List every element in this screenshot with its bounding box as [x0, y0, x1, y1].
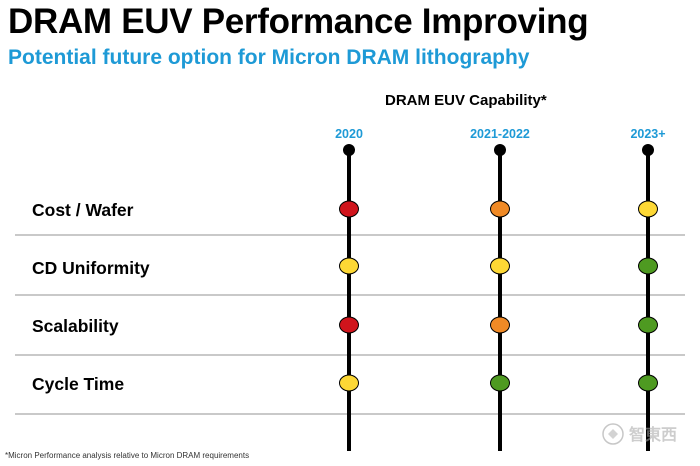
- status-dot-yellow: [638, 200, 658, 218]
- status-dot-orange: [490, 200, 510, 218]
- timeline-top-dot-2020: [343, 144, 355, 156]
- status-dot-green: [638, 374, 658, 392]
- year-label-2023-plus: 2023+: [630, 127, 666, 141]
- timeline-line-2020: [347, 151, 351, 451]
- status-dot-green: [490, 374, 510, 392]
- metric-label-scalability: Scalability: [32, 316, 119, 336]
- svg-text:智東西: 智東西: [629, 425, 677, 444]
- footnote: *Micron Performance analysis relative to…: [5, 451, 250, 460]
- slide-title: DRAM EUV Performance Improving: [8, 2, 589, 41]
- timeline-line-2021-2022: [498, 151, 502, 451]
- status-dot-yellow: [339, 374, 359, 392]
- status-dot-orange: [490, 316, 510, 334]
- status-dot-red: [339, 200, 359, 218]
- metric-label-cost-per-wafer: Cost / Wafer: [32, 200, 134, 220]
- status-dot-yellow: [490, 257, 510, 275]
- status-dot-green: [638, 257, 658, 275]
- capability-heading: DRAM EUV Capability*: [385, 92, 547, 109]
- metric-label-cd-uniformity: CD Uniformity: [32, 258, 150, 278]
- year-label-2021-2022: 2021-2022: [470, 127, 530, 141]
- metric-label-cycle-time: Cycle Time: [32, 374, 125, 394]
- year-label-2020: 2020: [335, 127, 363, 141]
- slide-subtitle: Potential future option for Micron DRAM …: [8, 46, 530, 69]
- timeline-top-dot-2021-2022: [494, 144, 506, 156]
- timeline-top-dot-2023-plus: [642, 144, 654, 156]
- status-dot-yellow: [339, 257, 359, 275]
- timeline-line-2023-plus: [646, 151, 650, 451]
- status-dot-green: [638, 316, 658, 334]
- status-dot-red: [339, 316, 359, 334]
- watermark-logo: 智東西: [602, 423, 677, 445]
